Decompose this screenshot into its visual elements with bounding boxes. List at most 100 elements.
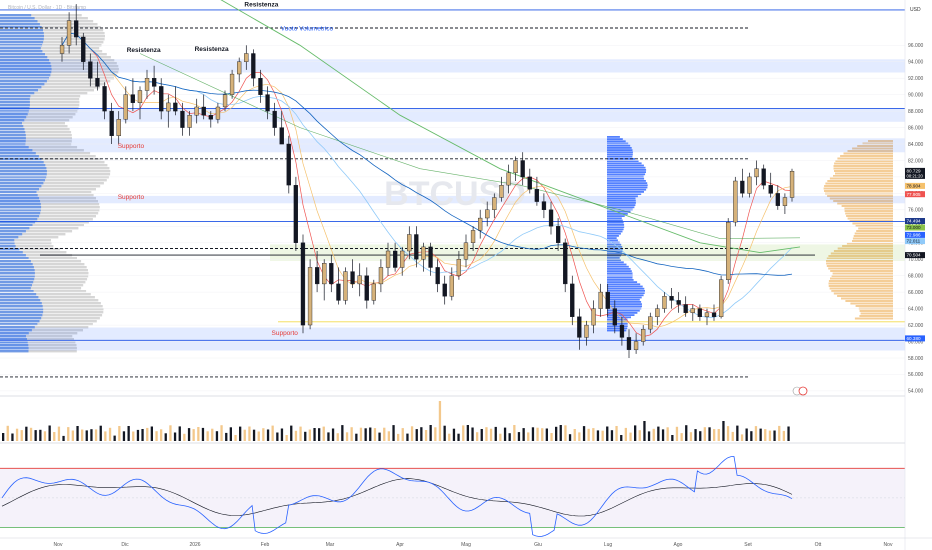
profile-bar-blue (0, 167, 47, 170)
time-tick-label: Mag (461, 542, 471, 548)
profile-bar-blue (0, 50, 43, 53)
profile-bar-gray (0, 314, 103, 317)
profile-bar-gray (0, 227, 79, 230)
candle-body (683, 304, 688, 313)
volume-bar (782, 430, 785, 441)
time-tick-label: Nov (884, 542, 893, 548)
volume-bar (313, 428, 316, 441)
profile-bar-gray (0, 284, 84, 287)
candle-body (768, 184, 773, 194)
profile-bar-mid (607, 290, 645, 292)
price-tag-label: 70.504 (907, 253, 921, 258)
profile-bar-mid (607, 276, 633, 279)
profile-bar-gray (0, 251, 67, 254)
candle-body (116, 119, 121, 137)
candle-body (222, 94, 228, 108)
volume-bar (480, 429, 483, 441)
rsi-ma-line (1, 478, 793, 517)
profile-bar-gray (0, 95, 81, 98)
candle-body (88, 61, 93, 79)
volume-bar (62, 435, 65, 441)
volume-bar (499, 433, 502, 441)
flag-icon[interactable] (792, 386, 808, 396)
volume-bar (740, 434, 744, 441)
volume-bar (2, 433, 5, 441)
profile-bar-gray (0, 341, 76, 344)
profile-bar-gray (0, 266, 87, 269)
volume-bar (57, 426, 61, 441)
volume-bar (192, 429, 195, 441)
profile-bar-orange (832, 272, 893, 275)
price-tick-label: 54.000 (908, 389, 924, 395)
profile-bar-gray (0, 278, 88, 281)
profile-bar-mid (607, 294, 644, 297)
profile-bar-orange (830, 252, 893, 255)
candle-body (421, 246, 426, 260)
volume-bar (410, 426, 414, 441)
price-tick-label: 56.000 (908, 372, 924, 378)
profile-bar-mid (607, 318, 628, 321)
profile-bar-mid (607, 314, 635, 316)
moving-averages (61, 0, 801, 337)
profile-bar-mid (607, 195, 638, 198)
volume-bar (675, 426, 679, 441)
profile-bar-orange (858, 227, 893, 230)
profile-bar-mid (607, 213, 628, 215)
volume-bar (364, 428, 367, 441)
volume-bar (15, 428, 19, 441)
profile-bar-orange (828, 282, 893, 285)
profile-bar-blue (0, 140, 26, 143)
time-axis[interactable]: Nov Dic 2026 Feb Mar Apr Mag Giu Lug Ago Set Ott Nov (0, 537, 932, 548)
candle-body (300, 242, 306, 326)
volume-bar (671, 435, 674, 441)
profile-bar-blue (0, 272, 35, 275)
profile-bar-gray (0, 182, 104, 185)
volume-bar (383, 427, 386, 441)
candle-body (485, 209, 490, 219)
grid (0, 45, 905, 392)
volume-bar (169, 425, 172, 441)
price-axis[interactable]: 96.000 94.000 92.000 90.000 88.000 86.000 84.0… (904, 0, 932, 550)
profile-bar-orange (833, 200, 893, 202)
ma-orange (61, 32, 793, 328)
volume-bar (71, 430, 74, 441)
profile-bar-orange (831, 275, 893, 277)
profile-bar-mid (607, 312, 638, 314)
volume-bar (750, 431, 753, 441)
profile-bar-gray (0, 41, 104, 44)
volume-bar (290, 425, 293, 441)
profile-bar-blue (0, 152, 36, 155)
candle-body (109, 110, 114, 136)
profile-bar-blue (0, 269, 35, 272)
profile-bar-gray (0, 188, 96, 191)
profile-bar-blue (0, 350, 29, 353)
annotation-label: Vuoto Volumetrico (281, 25, 334, 32)
candle-body (329, 263, 334, 285)
profile-bar-orange (852, 222, 893, 225)
profile-bar-blue (0, 179, 45, 182)
candle-body (648, 316, 653, 330)
profile-bar-blue (0, 20, 38, 23)
volume-bar (350, 427, 353, 441)
profile-bar-orange (844, 207, 893, 210)
volume-bar (457, 433, 460, 441)
profile-bar-blue (0, 263, 33, 266)
time-tick-label: Nov (54, 542, 63, 548)
profile-bar-blue (0, 137, 26, 140)
volume-bar (43, 431, 47, 441)
profile-bar-mid (607, 309, 640, 312)
profile-bar-mid (607, 248, 623, 250)
price-tick-label: 66.000 (908, 290, 924, 296)
profile-bar-orange (833, 250, 893, 252)
annotation-label: Supporto (272, 330, 299, 337)
volume-bar (731, 431, 734, 441)
profile-bar-gray (0, 59, 115, 62)
candle-body (556, 226, 561, 244)
profile-bar-gray (0, 281, 86, 284)
volume-bar (94, 429, 98, 441)
volume-bar (243, 429, 246, 441)
blue-zone (0, 138, 905, 153)
price-tick-label: 82.000 (908, 158, 924, 164)
volume-bar (764, 429, 767, 441)
